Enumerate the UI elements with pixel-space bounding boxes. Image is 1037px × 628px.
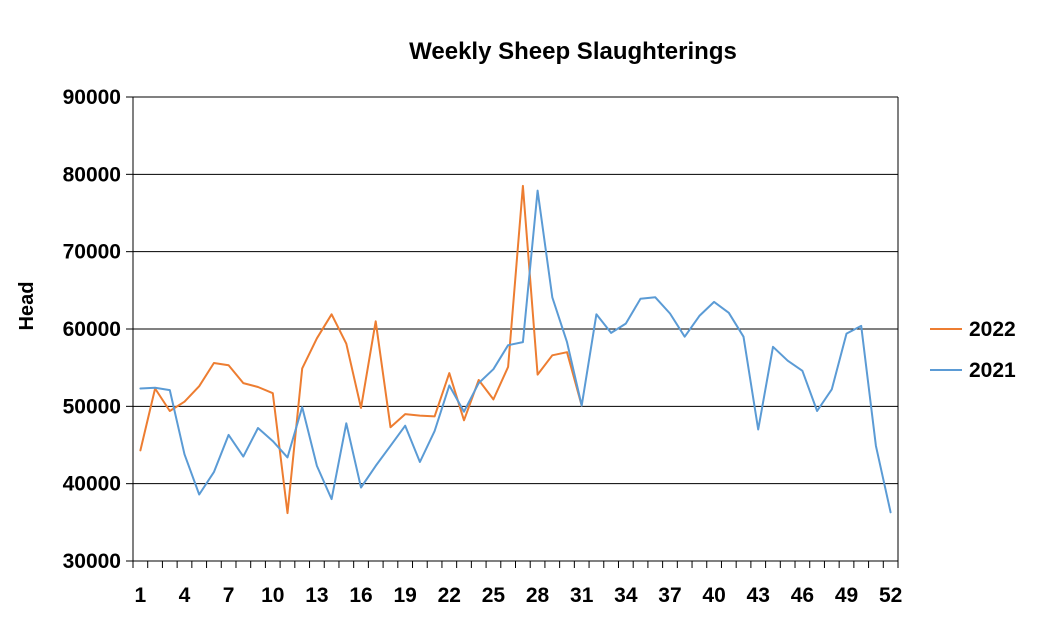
y-tick-label: 30000 <box>63 550 121 573</box>
y-tick-label: 80000 <box>63 163 121 186</box>
x-tick-label: 7 <box>223 584 235 607</box>
x-tick-label: 40 <box>702 584 725 607</box>
x-tick-label: 46 <box>791 584 814 607</box>
x-tick-label: 22 <box>438 584 461 607</box>
legend: 2022 2021 <box>930 318 1016 382</box>
x-tick-label: 16 <box>349 584 372 607</box>
x-tick-label: 31 <box>570 584 594 607</box>
x-tick-label: 25 <box>482 584 506 607</box>
gridlines <box>133 96 898 485</box>
x-tick-label: 34 <box>614 584 638 607</box>
x-tick-label: 43 <box>747 584 770 607</box>
x-tick-label: 13 <box>305 584 328 607</box>
legend-label-2021: 2021 <box>969 359 1016 382</box>
legend-label-2022: 2022 <box>969 318 1016 341</box>
x-tick-label: 52 <box>879 584 902 607</box>
y-tick-label: 90000 <box>63 86 121 109</box>
chart-title: Weekly Sheep Slaughterings <box>409 38 737 65</box>
x-tick-label: 28 <box>526 584 550 607</box>
x-tick-label: 37 <box>658 584 681 607</box>
y-tick-label: 50000 <box>63 395 121 418</box>
axes: 30000 40000 50000 60000 70000 80000 90000 1 4 7 10… <box>63 86 903 607</box>
series-lines <box>139 184 892 515</box>
y-axis-label: Head <box>16 282 38 331</box>
y-tick-label: 40000 <box>63 473 121 496</box>
x-tick-label: 1 <box>135 584 147 607</box>
x-tick-label: 10 <box>261 584 284 607</box>
series-line-2021 <box>139 189 892 514</box>
y-tick-label: 60000 <box>63 318 121 341</box>
x-tick-label: 49 <box>835 584 858 607</box>
series-line-2022 <box>139 184 583 515</box>
x-tick-label: 19 <box>393 584 416 607</box>
y-tick-label: 70000 <box>63 241 121 264</box>
x-tick-label: 4 <box>179 584 191 607</box>
